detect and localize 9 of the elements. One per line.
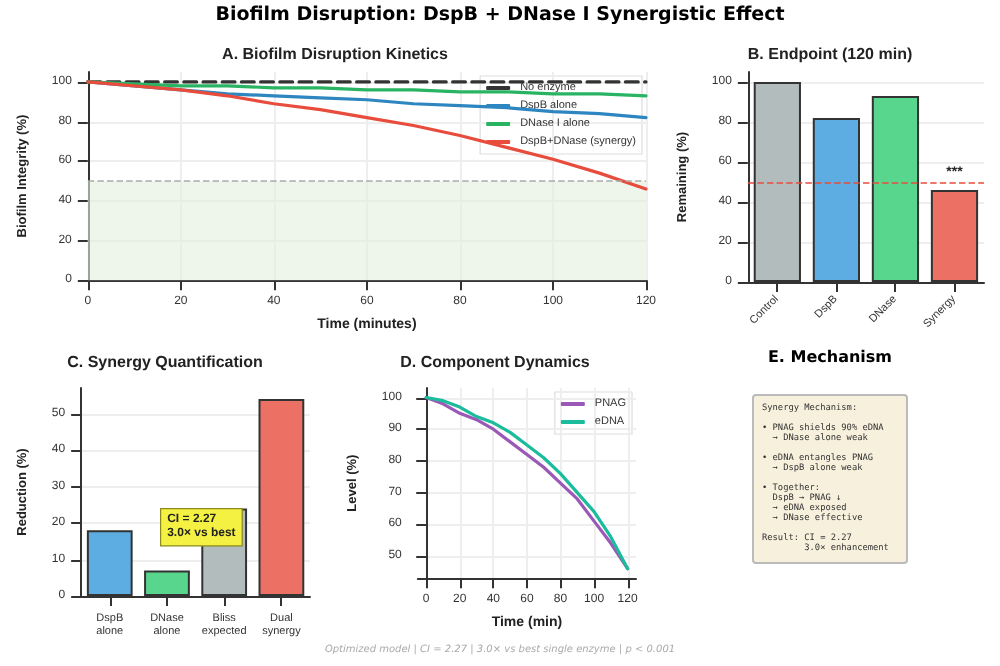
line-series: [86, 80, 648, 98]
text: E. Mechanism: [765, 348, 895, 366]
chart-title: A. Biofilm Disruption Kinetics: [222, 45, 449, 63]
chart-title: C. Synergy Quantification: [67, 353, 264, 371]
chart-title: B. Endpoint (120 min): [747, 45, 913, 63]
chart-title: D. Component Dynamics: [400, 353, 591, 371]
text: Biofilm Disruption: DspB + DNase I Synergistic Effect: [213, 4, 787, 26]
line-series: [424, 395, 630, 571]
line-series: [86, 80, 648, 191]
